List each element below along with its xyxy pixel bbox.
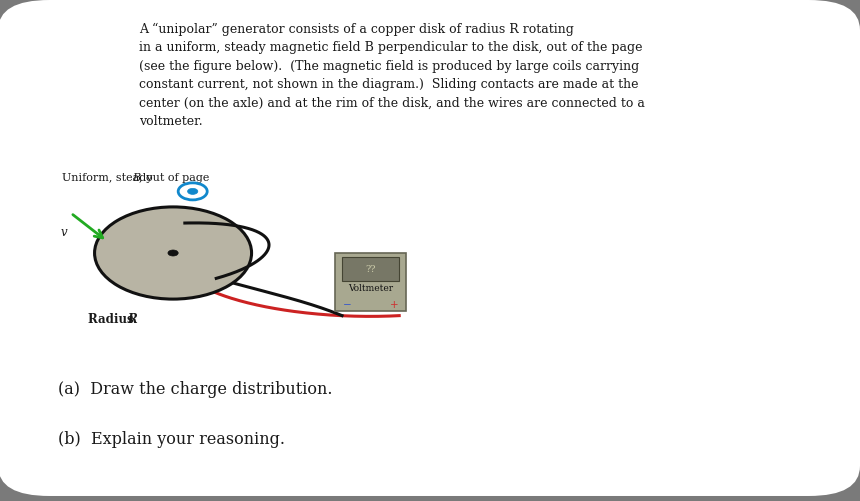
Text: −: − [343, 300, 352, 310]
Text: Voltmeter: Voltmeter [348, 284, 393, 293]
Bar [342, 257, 399, 281]
Circle shape [168, 250, 178, 256]
Text: , out of page: , out of page [139, 173, 209, 183]
Text: R: R [127, 313, 137, 326]
Text: (b)  Explain your reasoning.: (b) Explain your reasoning. [58, 431, 285, 448]
Text: ??: ?? [366, 265, 376, 274]
Circle shape [178, 183, 207, 200]
Text: Radius: Radius [88, 313, 138, 326]
Text: +: + [390, 300, 398, 310]
Circle shape [187, 188, 198, 194]
Text: A “unipolar” generator consists of a copper disk of radius R rotating
in a unifo: A “unipolar” generator consists of a cop… [139, 23, 645, 128]
Text: Uniform, steady: Uniform, steady [62, 173, 157, 183]
Text: v: v [60, 226, 67, 239]
Text: B: B [132, 173, 140, 183]
Bar [335, 253, 406, 311]
Circle shape [95, 207, 252, 299]
Text: (a)  Draw the charge distribution.: (a) Draw the charge distribution. [58, 381, 332, 398]
